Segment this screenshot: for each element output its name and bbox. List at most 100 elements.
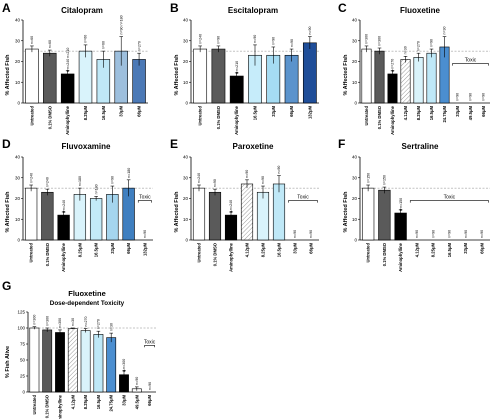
category-label: Aminophylline [58,394,63,419]
category-label: 8.25μM [83,105,88,120]
panel-letter: F [338,137,345,151]
bar [93,334,104,393]
n-label: n=300 [33,315,37,325]
y-tick-label: 0 [354,238,357,243]
y-tick-label: 50 [20,358,26,363]
y-tick-label: 10 [15,80,21,85]
category-label: 132μM [307,105,312,119]
bar [284,54,299,104]
y-tick-label: 20 [15,59,21,64]
y-tick-label: 0 [185,238,188,243]
category-label: Aminophylline [65,105,70,135]
panel-letter: C [338,1,347,15]
category-label: 66μM [481,105,486,116]
category-label: 0.1% DMSO [377,105,382,129]
n-label: n=240 [229,200,233,210]
category-label: 16.5μM [277,242,282,257]
category-label: 16.5μM [101,105,106,120]
n-label: n=90 [143,230,147,238]
y-tick-label: 30 [183,175,189,180]
n-label: n=150 [366,173,370,183]
bar [394,212,407,241]
category-label: 24.75μM [442,105,447,122]
bar [43,52,57,104]
category-label: 0.1% DMSO [45,394,50,418]
category-label: Aminophylline [390,105,395,135]
category-label: 0.1% DMSO [216,105,221,129]
n-label: n=270 [391,59,395,69]
bar [55,332,65,393]
n-label: n=300 [122,359,126,369]
n-label: n=240 [29,173,33,183]
n-label: n=90 [148,382,152,390]
category-label: 49.5μM [134,394,139,409]
n-label: n=30 [109,323,113,331]
bar [106,337,117,393]
bar [211,48,226,104]
panel-c: C Fluoxetine % Affected Fish 0 10 20 30 40 n=… [338,1,490,135]
category-label: 16.5μM [253,105,258,120]
category-label: 16.5μM [94,242,99,257]
bar [89,198,103,241]
bar [29,327,40,393]
bar [229,75,244,104]
y-axis-label: % Affected Fish [343,191,349,233]
n-label: n=90 n=180 [119,15,123,34]
y-tick-label: 0 [17,238,20,243]
bar [25,48,39,104]
n-label: n=90 [431,230,435,238]
y-axis-label: % Affected Fish [174,54,180,96]
bar [374,50,385,104]
y-tick-label: 30 [352,38,358,43]
toxic-bracket [144,344,155,348]
n-label: n=90 [135,377,139,385]
category-label: 4.12μM [403,105,408,120]
panel-g: G Fluoxetine Dose-dependent Toxicity % F… [2,279,156,419]
n-label: n=240 [46,177,50,187]
n-label: n=300 [58,318,62,328]
y-tick-label: 100 [17,326,25,331]
panel-title: Fluvoxamine [62,142,111,151]
significance-star: * [392,70,395,76]
y-tick-label: 10 [352,217,358,222]
n-label: n=90 [213,179,217,187]
bar [256,191,270,241]
n-label: n=60 [48,40,52,48]
significance-star: * [63,211,66,217]
category-label: 66μM [309,242,314,253]
bar [73,194,87,241]
category-label: 33μM [122,394,127,405]
category-label: Untreated [29,106,34,126]
panel-letter: E [170,137,178,151]
n-label: n=240 n=210 [66,48,70,69]
category-label: 33μM [293,242,298,253]
significance-star: * [236,72,239,78]
n-label: n=300 [45,316,49,326]
y-tick-label: 20 [15,196,21,201]
bar [413,57,424,104]
y-tick-label: 10 [15,217,21,222]
category-label: 66μM [289,105,294,116]
bar [67,328,78,393]
bar [192,187,206,241]
panel-f: F Sertraline % Affected Fish 0 10 20 30 40 n=… [338,137,490,272]
y-tick-label: 75 [20,342,26,347]
n-label: n=90 [261,176,265,184]
n-label: n=270 [137,41,141,51]
n-label: n=90 [309,230,313,238]
bar [426,52,437,104]
y-tick-label: 30 [183,38,189,43]
bar [78,50,93,104]
category-label: Aminophylline [398,242,403,272]
y-axis-label: % Affected Fish [343,54,349,96]
category-label: 8.25μM [416,105,421,120]
n-label: n=90 [480,230,484,238]
y-tick-label: 20 [352,59,358,64]
category-label: Untreated [198,106,203,126]
category-label: Untreated [29,243,34,263]
category-label: 0.1% DMSO [47,105,52,129]
n-label: n=60 [84,35,88,43]
toxic-bracket [288,200,318,203]
category-label: 33μM [463,242,468,253]
n-label: n=90 [415,230,419,238]
